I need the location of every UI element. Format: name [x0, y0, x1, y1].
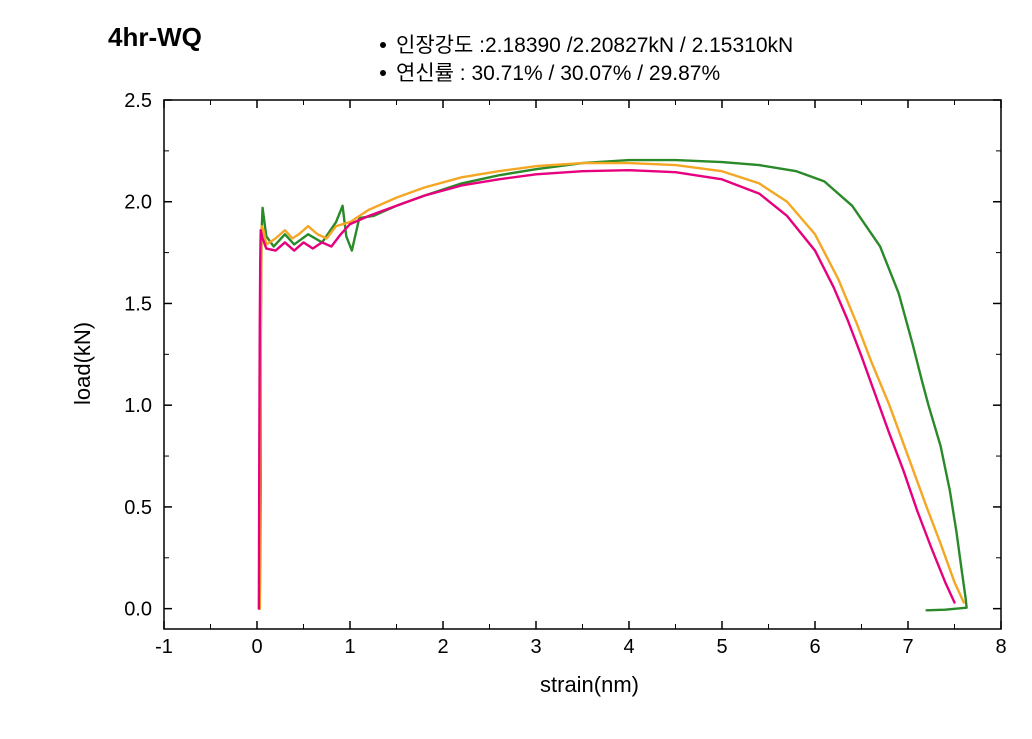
x-tick-label: 5	[716, 636, 727, 658]
x-tick-label: -1	[155, 636, 173, 658]
x-axis-label: strain(nm)	[540, 672, 639, 698]
x-tick-label: 8	[995, 636, 1006, 658]
x-tick-label: 7	[902, 636, 913, 658]
series-sample-2	[260, 160, 967, 610]
series-sample-3	[259, 170, 955, 608]
y-tick-label: 1.5	[124, 293, 152, 315]
y-axis-label: load(kN)	[70, 322, 96, 405]
plot-svg: -1 0 1 2 3 4 5 6 7 8 0.0 0.5 1.0 1.5 2.0 2.5	[0, 0, 1032, 739]
x-tick-label: 1	[344, 636, 355, 658]
y-tick-label: 2.0	[124, 192, 152, 214]
series-sample-1	[260, 163, 964, 609]
y-tick-label: 2.5	[124, 90, 152, 112]
y-tick-label: 1.0	[124, 395, 152, 417]
x-tick-label: 3	[530, 636, 541, 658]
x-tick-label: 6	[809, 636, 820, 658]
x-tick-label: 0	[251, 636, 262, 658]
x-tick-label: 2	[437, 636, 448, 658]
y-tick-label: 0.5	[124, 497, 152, 519]
x-tick-label: 4	[623, 636, 634, 658]
y-tick-label: 0.0	[124, 599, 152, 621]
chart-container: 4hr-WQ 인장강도 :2.18390 /2.20827kN / 2.1531…	[0, 0, 1032, 739]
